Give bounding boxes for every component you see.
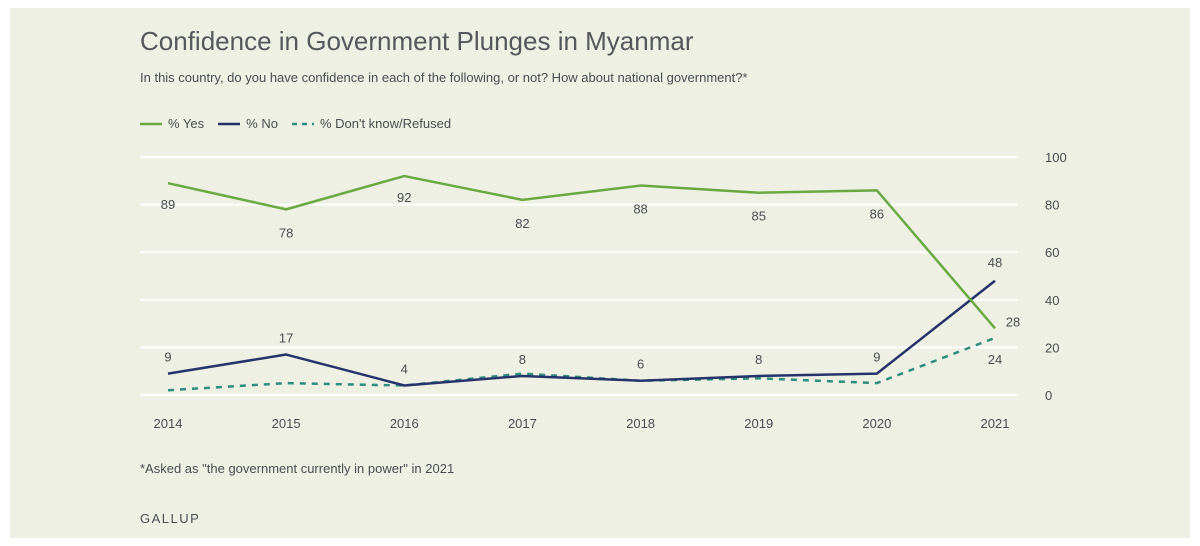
legend-swatch-no: [218, 122, 241, 125]
footnote: *Asked as "the government currently in p…: [140, 461, 455, 476]
data-label-no: 9: [164, 350, 171, 365]
chart-title: Confidence in Government Plunges in Myan…: [140, 26, 694, 56]
x-tick-label: 2018: [626, 416, 655, 431]
legend-label-yes: % Yes: [168, 116, 205, 131]
y-tick-label: 100: [1045, 150, 1067, 165]
data-label-yes: 89: [161, 197, 175, 212]
data-label-no: 8: [755, 352, 762, 367]
legend-item-dk: % Don't know/Refused: [291, 116, 452, 131]
legend-label-no: % No: [246, 116, 278, 131]
chart-card: Confidence in Government Plunges in Myan…: [10, 8, 1190, 538]
x-tick-label: 2015: [272, 416, 301, 431]
legend-label-dk: % Don't know/Refused: [319, 116, 452, 131]
y-tick-label: 60: [1045, 245, 1059, 260]
x-tick-label: 2014: [154, 416, 183, 431]
series-line-yes: [167, 174, 996, 330]
data-label-yes: 85: [751, 209, 765, 224]
chart-legend: % Yes % No % Don't know/Refused: [140, 116, 465, 131]
data-label-dk: 24: [988, 352, 1002, 367]
legend-item-yes: % Yes: [140, 116, 204, 131]
x-tick-label: 2016: [390, 416, 419, 431]
data-label-yes: 28: [1006, 314, 1020, 329]
data-label-yes: 88: [633, 202, 647, 217]
data-label-no: 4: [401, 361, 408, 376]
data-label-no: 9: [873, 350, 880, 365]
legend-swatch-dk: [291, 122, 314, 125]
x-tick-label: 2020: [862, 416, 891, 431]
chart-subtitle: In this country, do you have confidence …: [140, 70, 748, 85]
data-label-yes: 86: [870, 206, 884, 221]
x-tick-label: 2021: [981, 416, 1010, 431]
data-label-yes: 78: [279, 225, 293, 240]
x-tick-label: 2017: [508, 416, 537, 431]
legend-item-no: % No: [218, 116, 278, 131]
source-label: GALLUP: [140, 511, 201, 526]
data-label-yes: 92: [397, 190, 411, 205]
data-label-no: 6: [637, 357, 644, 372]
x-tick-label: 2019: [744, 416, 773, 431]
series-line-no: [167, 279, 996, 387]
data-label-no: 17: [279, 331, 293, 346]
legend-swatch-yes: [140, 122, 162, 125]
series-line-dk: [167, 336, 996, 392]
data-label-yes: 82: [515, 216, 529, 231]
y-tick-label: 80: [1045, 198, 1059, 213]
y-tick-label: 20: [1045, 340, 1059, 355]
y-tick-label: 40: [1045, 293, 1059, 308]
data-label-no: 48: [988, 255, 1002, 270]
y-tick-label: 0: [1045, 388, 1052, 403]
data-label-no: 8: [519, 352, 526, 367]
